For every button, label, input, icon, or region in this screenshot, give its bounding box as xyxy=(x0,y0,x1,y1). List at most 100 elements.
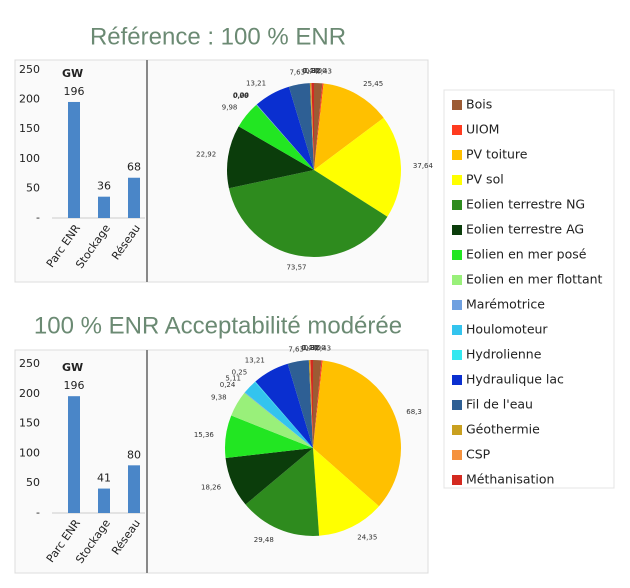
pie-slice xyxy=(313,360,402,507)
unit-label: GW xyxy=(62,361,83,374)
slice-label: 0,43 xyxy=(315,345,331,353)
y-tick-label: 100 xyxy=(19,152,40,165)
legend-swatch xyxy=(452,125,462,135)
legend-label: Houlomoteur xyxy=(466,322,548,337)
legend-label: Hydraulique lac xyxy=(466,372,564,387)
pie-slice xyxy=(225,415,313,458)
panel-title: Référence : 100 % ENR xyxy=(90,23,346,50)
pie-slice xyxy=(314,83,324,170)
slice-label: 15,36 xyxy=(194,431,215,439)
pie-slice xyxy=(288,83,314,170)
pie-slice xyxy=(245,448,320,536)
legend-box xyxy=(443,89,615,489)
pie-slice xyxy=(225,448,313,505)
y-tick-label: 100 xyxy=(19,446,40,459)
slice-label: 0,42 xyxy=(302,67,318,75)
slice-label: 7,63 xyxy=(288,345,304,353)
pie-slice xyxy=(314,117,401,217)
legend-swatch xyxy=(452,225,462,235)
slice-label: 29,48 xyxy=(254,536,274,544)
legend-swatch xyxy=(452,475,462,485)
slice-label: 0,14 xyxy=(303,67,319,75)
slice-label: 7,63 xyxy=(289,68,305,76)
slice-label: 25,45 xyxy=(363,80,383,88)
slice-label: 0,00 xyxy=(233,91,249,99)
pie-slice xyxy=(311,83,314,170)
pie-slice xyxy=(256,86,314,170)
slice-label: 3,00 xyxy=(310,344,326,352)
slice-label: 0,43 xyxy=(316,68,332,76)
legend-swatch xyxy=(452,275,462,285)
pie-slice xyxy=(287,360,313,448)
pie-slice xyxy=(314,83,323,170)
legend-swatch xyxy=(452,150,462,160)
pie-slice xyxy=(313,448,379,536)
legend-swatch xyxy=(452,200,462,210)
pie-slice xyxy=(231,392,313,448)
y-tick-label: 200 xyxy=(19,93,40,106)
pie-slice xyxy=(256,104,314,170)
unit-label: GW xyxy=(62,67,83,80)
legend-swatch xyxy=(452,175,462,185)
legend-label: Marémotrice xyxy=(466,297,545,312)
legend-swatch xyxy=(452,325,462,335)
legend-swatch xyxy=(452,350,462,360)
slice-label: 13,21 xyxy=(246,79,266,87)
legend-label: UIOM xyxy=(466,122,499,137)
value-label: 36 xyxy=(97,180,111,193)
legend-label: Méthanisation xyxy=(466,472,554,487)
slice-label: 37,64 xyxy=(413,162,434,170)
pie-slice xyxy=(226,126,314,189)
legend-label: PV sol xyxy=(466,172,504,187)
pie-slice xyxy=(314,83,384,170)
y-tick-label: - xyxy=(36,506,40,519)
panel-title: 100 % ENR Acceptabilité modérée xyxy=(34,312,402,339)
y-tick-label: 250 xyxy=(19,63,40,76)
bar xyxy=(68,101,80,218)
legend-label: Bois xyxy=(466,97,492,112)
pie-slice xyxy=(244,392,313,448)
y-tick-label: - xyxy=(36,211,40,224)
value-label: 41 xyxy=(97,472,111,485)
legend-label: Hydrolienne xyxy=(466,347,542,362)
legend-swatch xyxy=(452,425,462,435)
slice-label: 18,26 xyxy=(201,483,222,491)
legend-swatch xyxy=(452,300,462,310)
value-label: 196 xyxy=(64,85,85,98)
value-label: 196 xyxy=(64,379,85,392)
y-tick-label: 150 xyxy=(19,417,40,430)
value-label: 68 xyxy=(127,161,141,174)
bar xyxy=(68,396,80,513)
bar xyxy=(128,465,140,513)
legend-swatch xyxy=(452,250,462,260)
pie-slice xyxy=(254,381,313,448)
slice-label: 73,57 xyxy=(286,263,306,271)
pie-slice xyxy=(313,360,322,448)
pie-slice xyxy=(310,360,313,448)
slice-label: 13,21 xyxy=(245,356,265,364)
y-tick-label: 250 xyxy=(19,357,40,370)
slice-label: 0,92 xyxy=(305,67,321,75)
legend-swatch xyxy=(452,375,462,385)
pie-slice xyxy=(238,104,314,170)
slice-label: 0,25 xyxy=(232,369,248,377)
pie-slice xyxy=(244,381,313,448)
y-tick-label: 50 xyxy=(26,476,40,489)
legend-label: Eolien terrestre AG xyxy=(466,222,584,237)
legend-label: Fil de l'eau xyxy=(466,397,533,412)
pie-slice xyxy=(311,83,314,170)
slice-label: 68,3 xyxy=(406,408,422,416)
slice-label: 24,35 xyxy=(357,534,377,542)
value-label: 80 xyxy=(127,448,141,461)
slice-label: 0,24 xyxy=(220,381,236,389)
slice-label: 0,92 xyxy=(304,344,320,352)
slice-label: 5,11 xyxy=(225,375,241,383)
slice-label: 0,14 xyxy=(302,344,318,352)
bar xyxy=(128,177,140,218)
slice-label: 0,42 xyxy=(301,344,317,352)
pie-slice xyxy=(310,360,313,448)
y-tick-label: 200 xyxy=(19,387,40,400)
legend-label: Eolien terrestre NG xyxy=(466,197,585,212)
bar xyxy=(98,488,110,513)
